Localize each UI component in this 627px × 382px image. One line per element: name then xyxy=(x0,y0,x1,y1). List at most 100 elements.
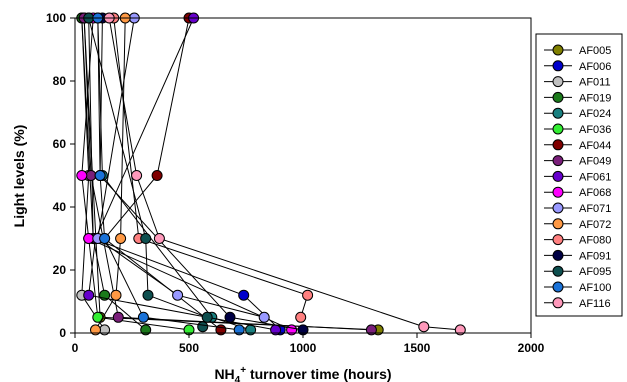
x-tick-label: 1000 xyxy=(290,341,317,355)
x-tick-label: 2000 xyxy=(518,341,545,355)
legend-marker xyxy=(552,44,564,56)
y-tick-label: 0 xyxy=(59,326,66,340)
y-tick-label: 20 xyxy=(53,263,67,277)
data-point xyxy=(197,321,209,333)
ticks-layer: 0 500 1000 1500 2000 0 20 40 60 80 100 xyxy=(46,11,545,355)
series-af100 xyxy=(92,12,245,336)
legend-item: AF049 xyxy=(544,155,611,168)
legend-label: AF072 xyxy=(579,219,611,231)
legend-item: AF044 xyxy=(544,139,611,152)
data-point xyxy=(224,311,236,323)
series-af095 xyxy=(83,12,213,333)
legend-label: AF006 xyxy=(579,61,611,73)
y-tick-label: 40 xyxy=(53,200,67,214)
data-point xyxy=(365,324,377,336)
legend-label: AF061 xyxy=(579,171,611,183)
legend-box xyxy=(535,33,623,317)
data-point xyxy=(201,311,213,323)
legend-item: AF071 xyxy=(544,202,611,215)
legend-label: AF091 xyxy=(579,250,611,262)
data-point xyxy=(94,170,106,181)
data-point xyxy=(140,324,152,336)
legend-marker xyxy=(552,60,564,72)
legend-item: AF095 xyxy=(544,265,611,278)
data-point xyxy=(90,324,101,336)
legend-item: AF116 xyxy=(544,297,611,310)
legend-label: AF100 xyxy=(579,282,611,294)
legend-marker xyxy=(552,202,564,214)
series-line xyxy=(113,17,309,318)
data-point xyxy=(83,233,95,244)
legend-marker xyxy=(552,249,564,261)
series-line xyxy=(81,17,147,331)
data-point xyxy=(131,170,143,181)
legend-item: AF091 xyxy=(544,249,611,262)
legend-label: AF095 xyxy=(579,266,611,278)
legend-marker xyxy=(552,76,564,88)
series-line xyxy=(88,17,276,331)
legend-marker xyxy=(552,170,564,182)
series-af116 xyxy=(103,12,466,336)
series-line xyxy=(81,17,292,331)
legend-marker xyxy=(552,186,564,198)
data-point xyxy=(418,321,430,333)
legend-label: AF019 xyxy=(579,92,611,104)
legend-marker xyxy=(552,107,564,119)
data-point xyxy=(295,311,307,323)
legend-marker xyxy=(552,281,564,293)
legend-label: AF116 xyxy=(579,298,611,310)
data-point xyxy=(454,324,466,336)
series-line xyxy=(97,17,265,318)
legend-item: AF036 xyxy=(544,123,611,136)
legend-item: AF100 xyxy=(544,281,611,294)
legend-item: AF005 xyxy=(544,44,611,57)
data-point xyxy=(142,289,154,301)
data-point xyxy=(153,233,165,244)
legend-label: AF080 xyxy=(579,235,611,247)
data-point xyxy=(137,311,149,323)
data-point xyxy=(233,324,245,336)
y-tick-label: 80 xyxy=(53,74,67,88)
legend-item: AF080 xyxy=(544,234,611,247)
plot-frame xyxy=(74,17,532,334)
legend-marker xyxy=(552,297,564,309)
x-tick-label: 1500 xyxy=(404,341,431,355)
data-point xyxy=(151,170,163,181)
data-point xyxy=(99,233,111,244)
data-point xyxy=(238,289,250,301)
series-af080 xyxy=(108,12,314,323)
data-point xyxy=(115,233,127,244)
legend-item: AF011 xyxy=(544,76,611,89)
legend-marker xyxy=(552,139,564,151)
series-layer xyxy=(76,12,466,336)
data-point xyxy=(140,233,152,244)
legend-marker xyxy=(552,155,564,167)
legend-marker xyxy=(552,218,564,230)
legend-label: AF024 xyxy=(579,108,611,120)
series-af006 xyxy=(83,12,286,336)
legend-item: AF019 xyxy=(544,91,611,104)
data-point xyxy=(83,289,95,301)
legend-item: AF006 xyxy=(544,60,611,73)
legend-item: AF061 xyxy=(544,170,611,183)
legend-marker xyxy=(552,91,564,103)
x-tick-label: 500 xyxy=(179,341,199,355)
series-line xyxy=(83,17,379,331)
legend-label: AF005 xyxy=(579,45,611,57)
series-line xyxy=(99,17,304,331)
legend-marker xyxy=(552,123,564,135)
series-line xyxy=(83,17,372,331)
y-tick-label: 100 xyxy=(46,11,66,25)
series-af061 xyxy=(83,12,282,336)
legend-item: AF072 xyxy=(544,218,611,231)
x-axis-title: NH4+ turnover time (hours) xyxy=(214,365,391,382)
legend-label: AF071 xyxy=(579,203,611,215)
legend-label: AF044 xyxy=(579,140,611,152)
y-tick-label: 60 xyxy=(53,137,67,151)
legend-marker xyxy=(552,234,564,246)
data-point xyxy=(258,311,270,323)
data-point xyxy=(112,311,124,323)
data-point xyxy=(110,289,122,301)
legend-label: AF036 xyxy=(579,124,611,136)
